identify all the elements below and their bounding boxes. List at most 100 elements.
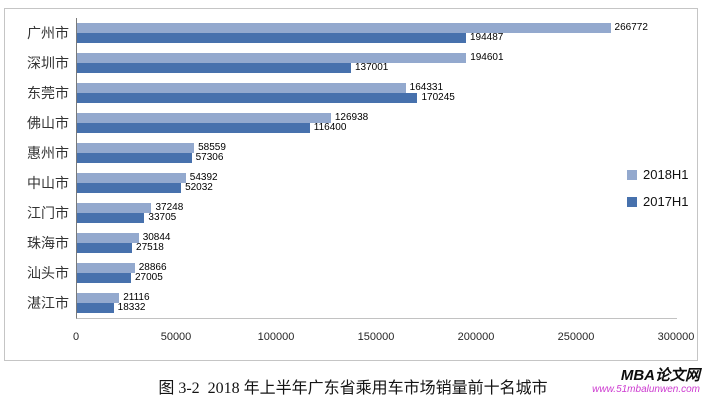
bar-group: 江门市 37248 33705 [27,198,677,228]
bar-2018h1 [77,83,406,93]
bar-line: 21116 [77,293,677,303]
value-label: 28866 [138,262,167,273]
figure-caption: 图 3-2 2018 年上半年广东省乘用车市场销量前十名城市 [158,380,548,397]
bar-2018h1 [77,233,139,243]
x-tick-label: 150000 [357,331,395,343]
value-label: 194487 [469,32,504,43]
value-label: 137001 [355,62,389,73]
bar-line: 27005 [77,273,677,283]
bar-line: 52032 [77,183,677,193]
x-tick-label: 0 [72,331,80,343]
bar-group: 深圳市 194601 137001 [27,48,677,78]
bar-2017h1 [77,63,351,73]
category-label: 珠海市 [27,235,69,251]
legend-label: 2018H1 [643,167,689,182]
bar-group: 广州市 266772 194487 [27,18,677,48]
value-label: 116400 [313,122,347,133]
value-label: 33705 [148,212,177,223]
bar-group: 惠州市 58559 57306 [27,138,677,168]
value-label: 52032 [185,182,213,193]
category-label: 深圳市 [27,55,69,71]
value-label: 37248 [155,202,184,213]
bar-group: 汕头市 28866 27005 [27,258,677,288]
bar-2017h1 [77,183,182,193]
bar-2018h1 [77,263,135,273]
bar-2018h1 [77,23,611,33]
bar-2017h1 [77,153,192,163]
bar-2017h1 [77,303,114,313]
bar-2018h1 [77,173,186,183]
bar-line: 137001 [77,63,677,73]
x-tick-label: 200000 [457,331,495,343]
x-tick-label: 300000 [657,331,695,343]
value-label: 58559 [198,142,226,153]
plot-area: 广州市 266772 194487 深圳市 194601 137001 东莞市 164331 1… [27,18,677,319]
bar-2017h1 [77,33,466,43]
value-label: 194601 [470,52,504,63]
legend-label: 2017H1 [643,194,689,209]
value-label: 54392 [189,172,218,183]
value-label: 164331 [409,82,444,93]
category-label: 广州市 [27,25,69,41]
bar-line: 37248 [77,203,677,213]
bar-2017h1 [77,213,145,223]
category-label: 汕头市 [27,265,69,281]
bar-line: 266772 [77,23,677,33]
bar-line: 164331 [77,83,677,93]
bar-line: 194487 [77,33,677,43]
value-label: 170245 [421,92,455,103]
bar-2017h1 [77,93,418,103]
watermark-brand: MBA论文网 [620,367,700,384]
bar-2018h1 [77,203,152,213]
bar-group: 东莞市 164331 170245 [27,78,677,108]
bar-line: 30844 [77,233,677,243]
x-axis: 0 50000 100000 150000 200000 250000 300000 [5,331,697,345]
chart-frame: 广州市 266772 194487 深圳市 194601 137001 东莞市 164331 1… [4,8,698,361]
bar-2017h1 [77,243,133,253]
category-label: 湛江市 [27,295,69,311]
legend-swatch [627,196,637,207]
bar-2018h1 [77,53,467,63]
legend-swatch [627,169,637,180]
watermark-url: www.51mbalunwen.com [592,384,700,395]
bar-2017h1 [77,123,310,133]
bar-line: 126938 [77,113,677,123]
bar-line: 18332 [77,303,677,313]
bar-line: 116400 [77,123,677,133]
bar-group: 湛江市 21116 18332 [27,288,677,318]
bar-2018h1 [77,113,331,123]
value-label: 18332 [117,302,146,313]
value-label: 30844 [142,232,171,243]
bar-line: 33705 [77,213,677,223]
bar-group: 中山市 54392 52032 [27,168,677,198]
value-label: 27518 [136,242,164,253]
value-label: 21116 [123,292,150,303]
category-label: 东莞市 [27,85,69,101]
value-label: 126938 [334,112,369,123]
category-label: 佛山市 [27,115,69,131]
bar-line: 58559 [77,143,677,153]
bar-group: 佛山市 126938 116400 [27,108,677,138]
legend: 2018H1 2017H1 [627,167,689,221]
bar-line: 170245 [77,93,677,103]
category-label: 惠州市 [27,145,69,161]
value-label: 57306 [195,152,224,163]
bar-line: 54392 [77,173,677,183]
x-tick-label: 250000 [557,331,595,343]
legend-item-2017h1: 2017H1 [627,194,689,209]
value-label: 266772 [614,22,648,33]
watermark: MBA论文网 www.51mbalunwen.com [592,367,700,396]
bar-line: 194601 [77,53,677,63]
legend-item-2018h1: 2018H1 [627,167,689,182]
bar-2018h1 [77,293,120,303]
bar-line: 28866 [77,263,677,273]
x-tick-label: 50000 [160,331,192,343]
x-tick-label: 100000 [257,331,295,343]
bar-line: 57306 [77,153,677,163]
bar-2018h1 [77,143,195,153]
bar-2017h1 [77,273,131,283]
bar-group: 珠海市 30844 27518 [27,228,677,258]
value-label: 27005 [135,272,163,283]
category-label: 中山市 [27,175,69,191]
